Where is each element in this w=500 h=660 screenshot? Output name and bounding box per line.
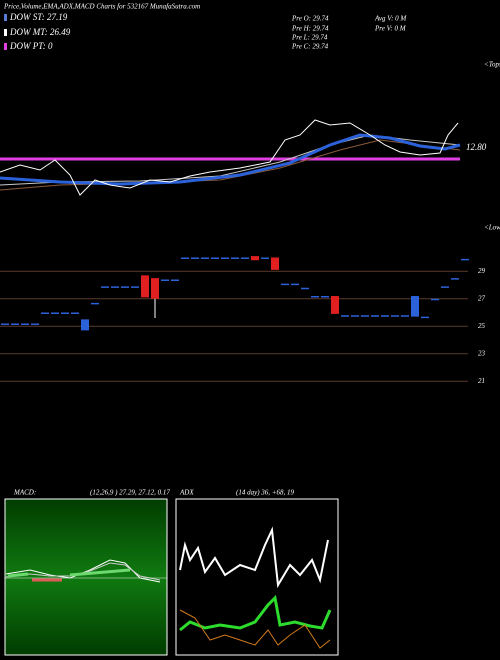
ema-lines [0,119,461,196]
adx-params: (14 day) 36, +68, 19 [236,489,294,497]
candle-body [91,302,99,305]
candle-body [1,323,9,325]
plus-di [179,594,332,632]
candle-body [131,286,139,288]
candle-body [221,257,229,259]
candle-body [161,279,169,281]
macd-line [5,559,161,583]
candle-body [341,315,349,317]
tops-label: <Tops [484,61,500,69]
legend-text: DOW ST: 27.19 [9,12,68,22]
chart-title: Price,Volume,EMA,ADX,MACD Charts for 532… [3,3,200,11]
legend-text: DOW MT: 26.49 [9,27,71,37]
y-tick-label: 25 [478,322,486,330]
candle-body [461,258,469,261]
y-tick-label: 23 [478,349,486,357]
adx-lines [179,526,332,649]
macd-panel [4,498,168,656]
candle-body [41,312,49,314]
candle-body [141,275,149,298]
candle-body [61,312,69,314]
candle-body [331,296,339,314]
candle-body [431,298,439,301]
legend-swatch [4,29,7,36]
candle-body [411,296,419,317]
candle-body [31,323,39,325]
candle-body [111,286,119,288]
candle-body [371,315,379,317]
legend-swatch [4,43,7,50]
volume-text: Pre V: 0 M [374,25,407,33]
candle-body [21,323,29,325]
y-tick-label: 21 [478,377,485,385]
ohlc-text: Pre L: 29.74 [291,34,328,42]
candle-body [251,256,259,261]
candle-body [191,257,199,259]
candle-body [271,257,279,270]
price-marker: 12.80 [466,142,487,152]
y-tick-label: 27 [478,294,486,302]
candle-body [71,312,79,314]
candle-body [101,286,109,288]
candle-body [121,286,129,288]
candle-body [401,315,409,317]
candle-body [51,312,59,314]
candle-body [301,287,309,290]
candle-body [441,286,449,288]
candle-body [421,316,429,319]
candle-body [231,257,239,259]
volume-text: Avg V: 0 M [374,15,407,23]
candle-body [211,257,219,259]
candle-body [281,283,289,286]
candle-body [241,257,249,259]
candle-body [291,283,299,286]
candle-body [201,257,209,259]
adx-label: ADX [179,489,194,497]
histogram [69,568,131,577]
candle-body [11,323,19,325]
ema-line [0,133,461,186]
candle-body [311,296,319,298]
lows-label: <Lows [484,224,500,232]
candle-body [381,315,389,317]
adx-panel [175,498,339,656]
candle-body [181,257,189,259]
legend-swatch [4,14,7,21]
macd-lines [5,559,167,583]
adx-line [179,526,329,589]
candle-body [351,315,359,317]
candle-body [451,278,459,280]
y-tick-label: 29 [478,267,486,275]
signal-line [5,562,161,581]
candle-body [81,319,89,331]
candle-body [361,315,369,317]
ohlc-text: Pre C: 29.74 [291,43,329,51]
macd-label: MACD: [13,489,36,497]
macd-params: (12,26,9 ) 27.29, 27.12, 0.17 [90,489,170,497]
legend-text: DOW PT: 0 [9,41,53,51]
histogram [7,572,29,578]
candle-body [261,257,269,259]
minus-di [179,609,331,649]
price-panel: 29 27 25 23 21 [0,256,486,385]
candle-body [171,279,179,281]
candle-body [151,278,159,299]
ohlc-text: Pre O: 29.74 [291,15,329,23]
price-line [0,119,459,196]
ohlc-text: Pre H: 29.74 [291,25,329,33]
candle-body [391,315,399,317]
candle-body [321,296,329,298]
